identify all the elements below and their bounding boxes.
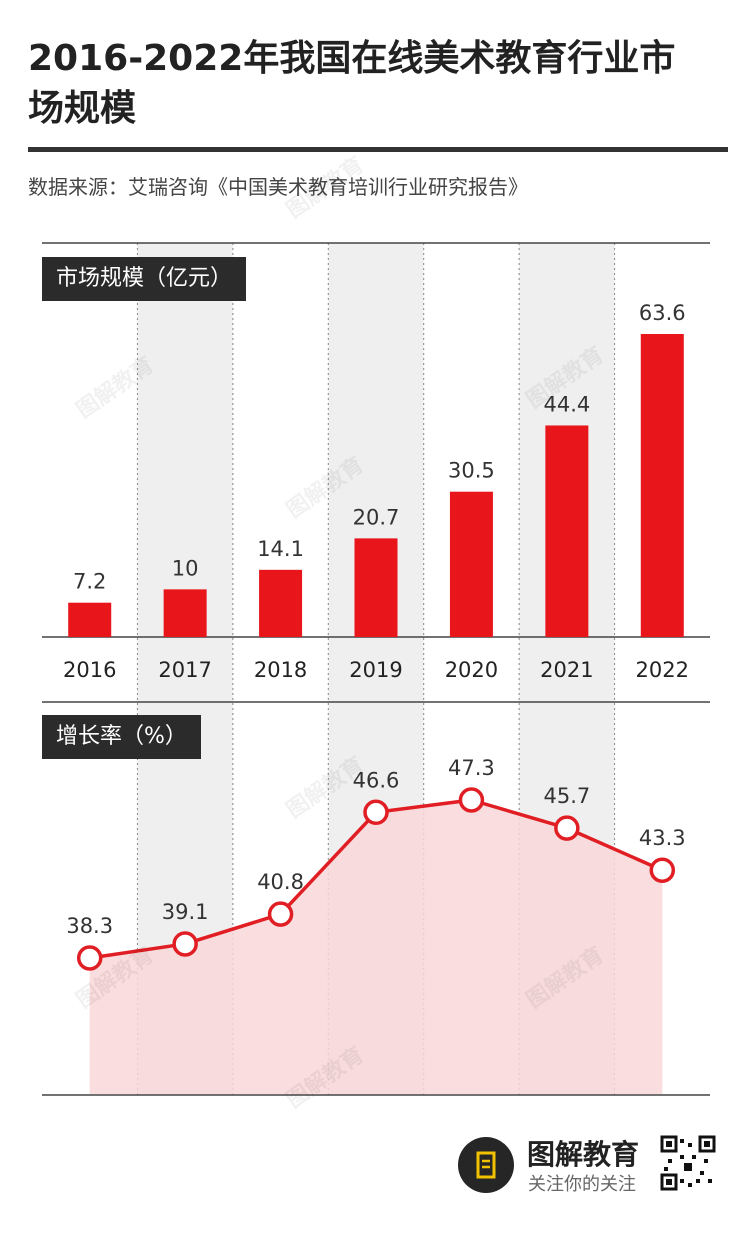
growth-point-2019 <box>363 799 389 826</box>
bar-value-label: 7.2 <box>73 570 106 594</box>
x-tick-label: 2017 <box>158 658 211 682</box>
bar-value-label: 30.5 <box>448 459 495 483</box>
growth-value-label: 39.1 <box>162 900 209 924</box>
x-tick-label: 2021 <box>540 658 593 682</box>
bar-2020 <box>449 491 493 637</box>
bar-value-label: 14.1 <box>257 537 304 561</box>
x-tick-label: 2020 <box>445 658 498 682</box>
growth-point-2020 <box>458 787 485 813</box>
growth-value-label: 40.8 <box>257 870 304 894</box>
x-tick-label: 2018 <box>254 658 307 682</box>
growth-value-label: 38.3 <box>66 914 113 938</box>
qr-code-icon[interactable] <box>660 1135 716 1191</box>
brand-name: 图解教育 <box>527 1138 640 1171</box>
growth-value-label: 43.3 <box>639 826 686 850</box>
market-size-label: 市场规模（亿元） <box>42 257 247 301</box>
x-tick-label: 2016 <box>63 658 116 682</box>
bar-value-label: 20.7 <box>353 505 400 529</box>
growth-area <box>89 800 663 1094</box>
data-source: 数据来源：艾瑞咨询《中国美术教育培训行业研究报告》 <box>28 175 528 199</box>
x-tick-label: 2019 <box>349 658 402 682</box>
bar-2022 <box>640 334 684 637</box>
growth-rate-label: 增长率（%） <box>42 715 201 759</box>
growth-value-label: 45.7 <box>543 784 590 808</box>
title-divider <box>28 147 728 152</box>
bar-value-label: 44.4 <box>543 392 590 416</box>
growth-point-2022 <box>649 857 676 883</box>
growth-point-2016 <box>76 945 103 971</box>
bar-2017 <box>163 589 207 637</box>
brand-slogan: 关注你的关注 <box>528 1174 636 1195</box>
growth-point-2018 <box>267 901 294 927</box>
chart-title: 2016-2022年我国在线美术教育行业市场规模 <box>28 38 676 129</box>
growth-value-label: 47.3 <box>448 756 495 780</box>
growth-point-2021 <box>554 815 580 841</box>
bar-value-label: 10 <box>172 556 199 580</box>
bar-2018 <box>259 569 303 637</box>
growth-value-label: 46.6 <box>353 768 400 792</box>
growth-point-2017 <box>172 931 198 957</box>
bar-2019 <box>354 538 398 637</box>
brand-logo-icon <box>458 1137 514 1193</box>
bar-2021 <box>545 425 589 637</box>
bar-value-label: 63.6 <box>639 301 686 325</box>
bar-2016 <box>68 602 112 637</box>
x-tick-label: 2022 <box>636 658 689 682</box>
